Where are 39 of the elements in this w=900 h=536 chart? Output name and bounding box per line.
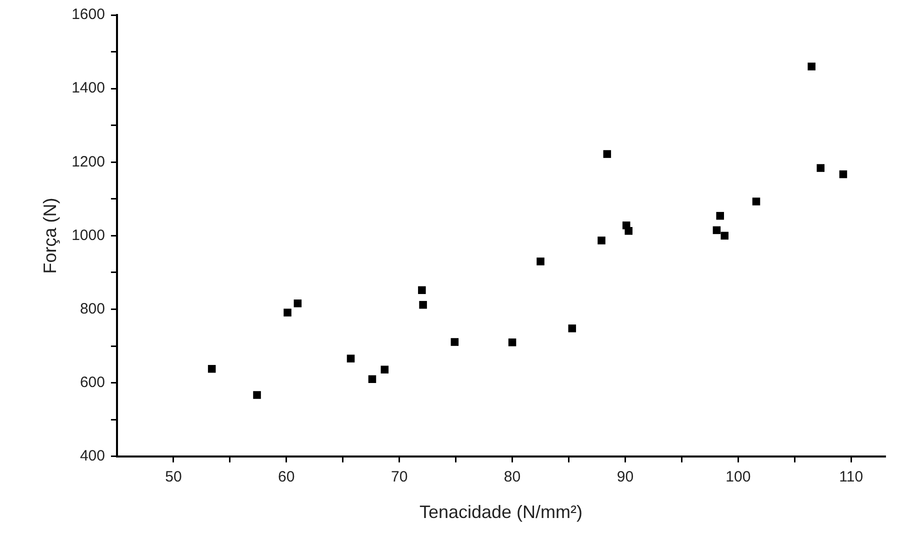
point <box>253 391 261 399</box>
y-tick-label: 600 <box>80 374 105 391</box>
point <box>712 226 721 234</box>
point <box>752 198 760 206</box>
point <box>603 150 612 158</box>
x-tick-label: 80 <box>504 468 521 486</box>
y-tick-label: 1600 <box>72 6 105 24</box>
point <box>624 227 633 235</box>
point <box>716 212 724 220</box>
y-tick-label: 400 <box>80 448 105 465</box>
point <box>346 354 355 362</box>
x-tick-label: 60 <box>278 468 295 486</box>
x-tick-label: 90 <box>616 468 634 486</box>
point <box>380 366 389 374</box>
point <box>419 300 427 309</box>
x-tick-label: 110 <box>839 468 864 486</box>
x-tick-label: 70 <box>390 468 408 486</box>
x-tick-label: 50 <box>165 468 182 486</box>
point <box>598 236 606 244</box>
point <box>294 299 302 308</box>
point <box>450 338 459 346</box>
y-tick-label: 1200 <box>72 153 105 170</box>
point <box>839 170 848 178</box>
y-tick-label: 1000 <box>72 226 105 244</box>
y-tick-label: 800 <box>80 300 105 318</box>
point <box>368 375 376 384</box>
point <box>808 62 816 70</box>
point <box>568 324 576 332</box>
point <box>418 286 426 294</box>
x-axis-title: Tenacidade (N/mm²) <box>419 502 583 522</box>
point <box>816 164 825 172</box>
point <box>208 364 216 373</box>
y-tick-label: 1400 <box>72 80 105 97</box>
point <box>536 258 544 266</box>
point <box>720 232 729 240</box>
point <box>284 308 292 316</box>
y-axis-title: Força (N) <box>40 198 60 274</box>
x-tick-label: 100 <box>726 468 751 486</box>
point <box>508 338 516 346</box>
